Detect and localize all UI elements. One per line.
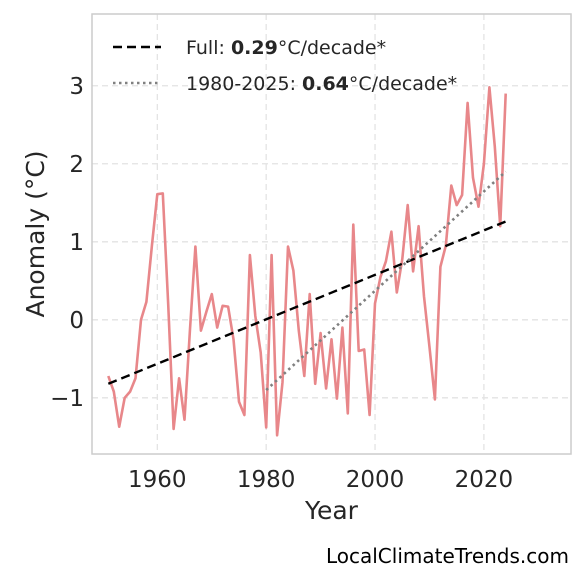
y-tick-label: 0 (69, 308, 84, 334)
legend-entry-full: Full: 0.29°C/decade* (186, 37, 386, 59)
trend-line-1 (265, 170, 507, 391)
x-axis-label: Year (304, 496, 359, 525)
series-line-0 (107, 86, 507, 437)
x-tick-label: 2000 (346, 467, 405, 493)
y-axis-label: Anomaly (°C) (21, 150, 50, 317)
trend-lines (107, 170, 507, 391)
y-tick-labels: −1 0 1 2 3 (50, 74, 84, 412)
legend-recent-rate: 0.64 (302, 73, 349, 95)
legend: Full: 0.29°C/decade* 1980-2025: 0.64°C/d… (113, 37, 457, 95)
trend-line-0 (107, 220, 507, 385)
grid (92, 14, 571, 454)
y-tick-label: −1 (50, 386, 84, 412)
legend-full-suffix: °C/decade* (278, 37, 386, 59)
plot-frame (91, 13, 572, 455)
legend-recent-suffix: °C/decade* (349, 73, 457, 95)
y-tick-label: 1 (69, 230, 84, 256)
x-tick-labels: 1960 1980 2000 2020 (128, 467, 513, 493)
x-tick-label: 1980 (237, 467, 296, 493)
x-tick-label: 1960 (128, 467, 187, 493)
legend-recent-prefix: 1980-2025: (186, 73, 302, 95)
x-tick-label: 2020 (455, 467, 514, 493)
legend-full-prefix: Full: (186, 37, 231, 59)
y-tick-label: 2 (69, 152, 84, 178)
series-group (107, 86, 507, 437)
legend-entry-recent: 1980-2025: 0.64°C/decade* (186, 73, 457, 95)
credit-text: LocalClimateTrends.com (325, 544, 569, 568)
y-tick-label: 3 (69, 74, 84, 100)
legend-full-rate: 0.29 (231, 37, 278, 59)
